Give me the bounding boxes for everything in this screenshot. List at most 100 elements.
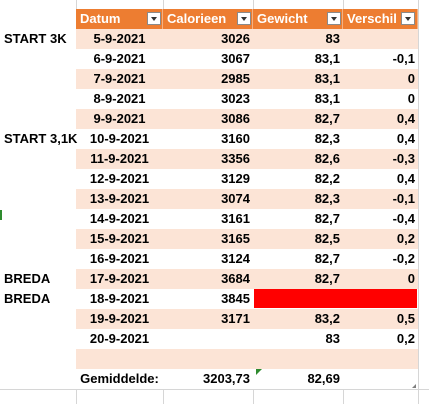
cell-datum[interactable]: 11-9-2021 (90, 151, 149, 166)
cell-datum[interactable]: 18-9-2021 (89, 291, 150, 306)
cell-calorieen[interactable]: 3684 (221, 271, 250, 286)
cell-gewicht[interactable]: 82,7 (314, 271, 340, 286)
cell-verschil[interactable]: -0,2 (392, 251, 415, 266)
row-label[interactable]: START 3,1K (4, 131, 78, 146)
row-label[interactable] (4, 69, 76, 89)
cell-gewicht[interactable]: 82,3 (314, 131, 340, 146)
cell-datum[interactable]: 12-9-2021 (89, 171, 150, 186)
cell-gewicht[interactable] (253, 289, 343, 309)
row-label[interactable] (4, 349, 76, 369)
resize-handle-icon[interactable] (412, 384, 416, 388)
header-verschil[interactable]: Verschil (343, 9, 418, 29)
row-label[interactable] (4, 169, 76, 189)
cell-datum[interactable]: 10-9-2021 (89, 131, 150, 146)
cell-verschil[interactable]: -0,3 (392, 151, 415, 166)
cell-gewicht[interactable]: 82,5 (314, 231, 340, 246)
cell-verschil[interactable]: 0,5 (396, 311, 415, 326)
cell-calorieen[interactable]: 3165 (221, 231, 250, 246)
cell-datum[interactable]: 17-9-2021 (89, 271, 150, 286)
row-label[interactable] (4, 149, 76, 169)
cell-gewicht[interactable]: 82,7 (314, 111, 340, 126)
red-highlight-cells[interactable] (254, 289, 417, 308)
cell-calorieen[interactable]: 3845 (221, 291, 250, 306)
header-datum[interactable]: Datum (76, 9, 163, 29)
cell-datum[interactable]: 5-9-2021 (93, 31, 146, 46)
cell-calorieen[interactable]: 3124 (221, 251, 250, 266)
row-label[interactable] (4, 189, 76, 209)
cell-gewicht[interactable]: 82,2 (314, 171, 340, 186)
totals-calorieen[interactable]: 3203,73 (203, 371, 250, 386)
cell-calorieen[interactable]: 3067 (221, 51, 250, 66)
cell-gewicht[interactable]: 83,1 (314, 71, 340, 86)
cell-gewicht[interactable]: 83,1 (314, 51, 340, 66)
cell-gewicht[interactable]: 83,2 (314, 311, 340, 326)
cell-calorieen[interactable]: 3160 (221, 131, 250, 146)
filter-dropdown-icon[interactable] (401, 12, 415, 25)
cell-gewicht[interactable]: 82,7 (314, 251, 340, 266)
cell-verschil[interactable]: 0,2 (396, 231, 415, 246)
row-label[interactable]: BREDA (4, 291, 51, 306)
cell-datum[interactable]: 19-9-2021 (89, 311, 150, 326)
cell-calorieen[interactable]: 3161 (221, 211, 250, 226)
cell-verschil[interactable] (343, 289, 418, 309)
cell-verschil[interactable]: 0,4 (396, 131, 415, 146)
totals-verschil[interactable] (343, 369, 418, 389)
cell-gewicht[interactable]: 82,7 (314, 211, 340, 226)
cell-calorieen[interactable] (163, 349, 253, 369)
totals-label[interactable]: Gemiddelde: (80, 371, 159, 386)
totals-gewicht[interactable]: 82,69 (307, 371, 340, 386)
filter-dropdown-icon[interactable] (147, 12, 161, 25)
cell-datum[interactable]: 13-9-2021 (89, 191, 150, 206)
row-label[interactable] (4, 209, 76, 229)
cell-datum[interactable]: 7-9-2021 (93, 71, 146, 86)
row-label[interactable] (4, 109, 76, 129)
cell-datum[interactable]: 6-9-2021 (93, 51, 146, 66)
cell-verschil[interactable]: -0,4 (392, 211, 415, 226)
row-label[interactable]: BREDA (4, 271, 51, 286)
row-label[interactable]: START 3K (4, 31, 67, 46)
row-label[interactable] (4, 89, 76, 109)
filter-dropdown-icon[interactable] (237, 12, 251, 25)
cell-datum[interactable]: 9-9-2021 (93, 111, 146, 126)
cell-datum[interactable] (76, 349, 163, 369)
cell-verschil[interactable]: 0,4 (396, 111, 415, 126)
cell-calorieen[interactable]: 3171 (221, 311, 250, 326)
cell-calorieen[interactable]: 3026 (221, 31, 250, 46)
cell-calorieen[interactable] (163, 329, 253, 349)
row-band (76, 229, 418, 249)
cell-calorieen[interactable]: 3129 (221, 171, 250, 186)
cell-verschil[interactable]: -0,1 (392, 51, 415, 66)
cell-verschil[interactable]: -0,1 (392, 191, 415, 206)
cell-gewicht[interactable]: 83 (325, 31, 340, 46)
cell-calorieen[interactable]: 3086 (221, 111, 250, 126)
row-label[interactable] (4, 229, 76, 249)
cell-verschil[interactable]: 0,4 (396, 171, 415, 186)
cell-calorieen[interactable]: 2985 (221, 71, 250, 86)
cell-gewicht[interactable]: 83,1 (314, 91, 340, 106)
cell-datum[interactable]: 20-9-2021 (89, 331, 150, 346)
cell-gewicht[interactable]: 82,6 (314, 151, 340, 166)
cell-datum[interactable]: 16-9-2021 (89, 251, 150, 266)
header-gewicht[interactable]: Gewicht (253, 9, 343, 29)
cell-gewicht[interactable]: 83 (325, 331, 340, 346)
cell-calorieen[interactable]: 3356 (221, 151, 250, 166)
cell-calorieen[interactable]: 3023 (221, 91, 250, 106)
cell-verschil[interactable]: 0 (407, 91, 415, 106)
cell-gewicht[interactable]: 82,3 (314, 191, 340, 206)
cell-gewicht[interactable] (253, 349, 343, 369)
filter-dropdown-icon[interactable] (327, 12, 341, 25)
cell-datum[interactable]: 8-9-2021 (93, 91, 146, 106)
cell-datum[interactable]: 15-9-2021 (89, 231, 150, 246)
cell-verschil[interactable] (343, 29, 418, 49)
header-calorieen[interactable]: Calorieen (163, 9, 253, 29)
cell-verschil[interactable]: 0 (407, 271, 415, 286)
row-label[interactable] (4, 49, 76, 69)
cell-calorieen[interactable]: 3074 (221, 191, 250, 206)
row-label[interactable] (4, 309, 76, 329)
cell-verschil[interactable] (343, 349, 418, 369)
cell-verschil[interactable]: 0,2 (396, 331, 415, 346)
cell-verschil[interactable]: 0 (407, 71, 415, 86)
row-label[interactable] (4, 329, 76, 349)
row-label[interactable] (4, 249, 76, 269)
cell-datum[interactable]: 14-9-2021 (89, 211, 150, 226)
